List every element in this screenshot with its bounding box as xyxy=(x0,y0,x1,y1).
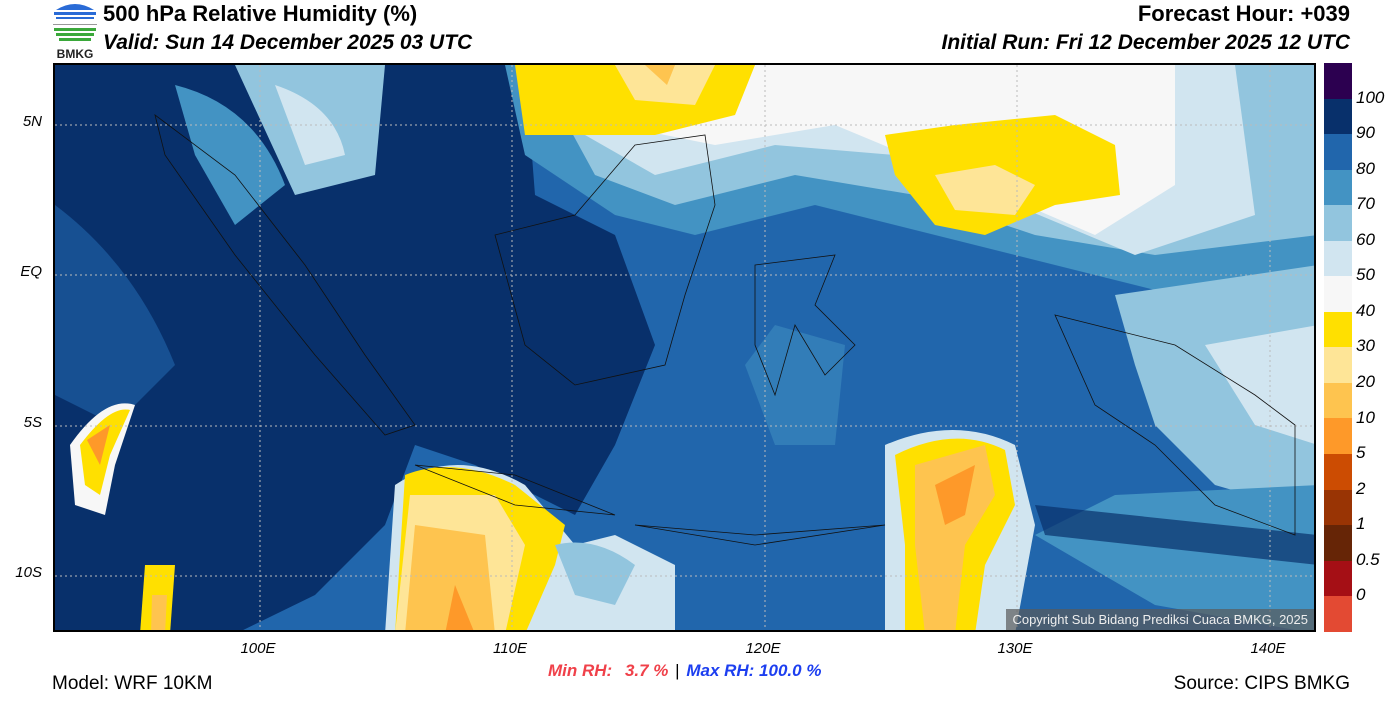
svg-text:BMKG: BMKG xyxy=(57,47,94,60)
colorbar-swatch xyxy=(1324,205,1352,241)
colorbar-swatch xyxy=(1324,454,1352,490)
colorbar-label: 70 xyxy=(1356,194,1375,214)
lat-label: 5S xyxy=(23,414,42,431)
copyright-notice: Copyright Sub Bidang Prediksi Cuaca BMKG… xyxy=(1006,609,1314,630)
colorbar-label: 20 xyxy=(1356,372,1375,392)
forecast-hour: Forecast Hour: +039 xyxy=(1137,1,1350,26)
colorbar-swatch xyxy=(1324,596,1352,632)
colorbar-swatch xyxy=(1324,276,1352,312)
lat-label: EQ xyxy=(20,263,42,280)
colorbar-label: 30 xyxy=(1356,336,1375,356)
bmkg-logo: BMKG xyxy=(50,0,100,61)
colorbar-label: 2 xyxy=(1356,478,1366,498)
colorbar-swatch xyxy=(1324,489,1352,526)
colorbar-label: 100 xyxy=(1356,87,1385,107)
colorbar-label: 90 xyxy=(1356,123,1375,143)
lon-label: 110E xyxy=(493,640,527,657)
lon-label: 140E xyxy=(1250,640,1286,657)
colorbar xyxy=(1324,63,1352,632)
max-rh: Max RH: 100.0 % xyxy=(686,661,822,680)
valid-time: Valid: Sun 14 December 2025 03 UTC xyxy=(103,31,473,54)
colorbar-swatch xyxy=(1324,311,1352,348)
separator: | xyxy=(675,661,680,680)
colorbar-swatch xyxy=(1324,134,1352,170)
colorbar-swatch xyxy=(1324,98,1352,135)
colorbar-swatch xyxy=(1324,418,1352,455)
min-rh-label: Min RH: xyxy=(548,661,613,680)
colorbar-label: 0.5 xyxy=(1356,549,1380,569)
colorbar-label: 0 xyxy=(1356,585,1366,605)
humidity-map[interactable] xyxy=(53,63,1316,632)
colorbar-label: 60 xyxy=(1356,229,1375,249)
min-max-rh: Min RH: 3.7 % | Max RH: 100.0 % xyxy=(548,661,821,681)
colorbar-swatch xyxy=(1324,63,1352,99)
colorbar-swatch xyxy=(1324,382,1352,419)
colorbar-swatch xyxy=(1324,169,1352,206)
colorbar-label: 10 xyxy=(1356,407,1375,427)
lon-label: 130E xyxy=(997,640,1033,657)
lat-label: 10S xyxy=(15,564,42,581)
initial-run: Initial Run: Fri 12 December 2025 12 UTC xyxy=(941,31,1350,54)
colorbar-swatch xyxy=(1324,240,1352,277)
colorbar-label: 40 xyxy=(1356,300,1375,320)
colorbar-label: 1 xyxy=(1356,514,1366,534)
source: Source: CIPS BMKG xyxy=(1173,673,1350,694)
chart-title: 500 hPa Relative Humidity (%) xyxy=(103,1,418,26)
colorbar-swatch xyxy=(1324,525,1352,561)
colorbar-swatch xyxy=(1324,560,1352,597)
model-name: Model: WRF 10KM xyxy=(52,673,213,694)
min-rh-value: 3.7 % xyxy=(624,661,669,680)
colorbar-label: 80 xyxy=(1356,158,1375,178)
colorbar-swatch xyxy=(1324,347,1352,383)
lon-label: 100E xyxy=(240,640,276,657)
lon-label: 120E xyxy=(745,640,781,657)
colorbar-label: 5 xyxy=(1356,443,1366,463)
colorbar-label: 50 xyxy=(1356,265,1375,285)
lat-label: 5N xyxy=(22,113,42,130)
